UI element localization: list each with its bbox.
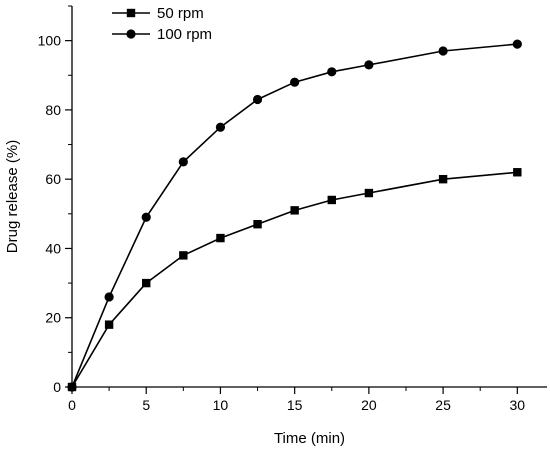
data-point-50-rpm (216, 233, 225, 243)
data-point-50-rpm (513, 168, 522, 177)
data-point-100-rpm (141, 212, 151, 222)
legend-marker (126, 8, 136, 18)
data-point-100-rpm (178, 157, 188, 167)
y-tick-label: 20 (45, 310, 61, 326)
data-point-50-rpm (142, 278, 151, 288)
x-tick-label: 5 (142, 397, 150, 413)
legend-label: 100 rpm (157, 26, 212, 43)
data-point-100-rpm (252, 94, 263, 105)
series-line-50-rpm (71, 171, 518, 388)
series-line-100-rpm (71, 43, 518, 388)
data-point-100-rpm (104, 292, 114, 302)
data-point-100-rpm (512, 39, 522, 49)
legend-label: 50 rpm (157, 5, 204, 22)
data-point-100-rpm (67, 382, 77, 392)
data-point-50-rpm (104, 320, 114, 329)
series-100-rpm (67, 39, 522, 392)
x-tick-label: 0 (68, 397, 76, 413)
y-tick-label: 100 (38, 33, 62, 49)
ticks: 0 5 10 15 20 25 30 0 20 40 60 80 100 (38, 5, 526, 413)
data-point-100-rpm (438, 46, 448, 56)
x-tick-label: 15 (287, 397, 303, 413)
legend-item-100-rpm: 100 rpm (112, 26, 212, 43)
data-point-50-rpm (327, 195, 336, 205)
data-point-100-rpm (327, 67, 337, 77)
data-point-50-rpm (179, 251, 188, 260)
series-50-rpm (67, 168, 522, 392)
x-tick-label: 25 (435, 397, 451, 413)
legend-item-50-rpm: 50 rpm (112, 5, 204, 22)
axes (71, 6, 547, 388)
data-point-50-rpm (290, 206, 299, 215)
data-point-100-rpm (215, 122, 226, 132)
legend-marker (126, 29, 136, 39)
data-point-50-rpm (364, 188, 374, 198)
data-point-100-rpm (364, 60, 374, 70)
data-point-50-rpm (438, 174, 448, 184)
x-tick-label: 20 (361, 397, 377, 413)
y-tick-label: 60 (45, 171, 61, 187)
series-layer (67, 39, 522, 392)
y-tick-label: 40 (45, 240, 61, 256)
data-point-50-rpm (253, 220, 262, 229)
y-tick-label: 0 (53, 379, 61, 395)
x-tick-label: 10 (213, 397, 229, 413)
x-tick-label: 30 (510, 397, 526, 413)
y-tick-label: 80 (45, 102, 61, 118)
data-point-100-rpm (290, 77, 300, 87)
y-axis-label: Drug release (%) (4, 140, 21, 253)
x-axis-label: Time (min) (274, 430, 345, 447)
legend: 50 rpm 100 rpm (112, 5, 212, 43)
